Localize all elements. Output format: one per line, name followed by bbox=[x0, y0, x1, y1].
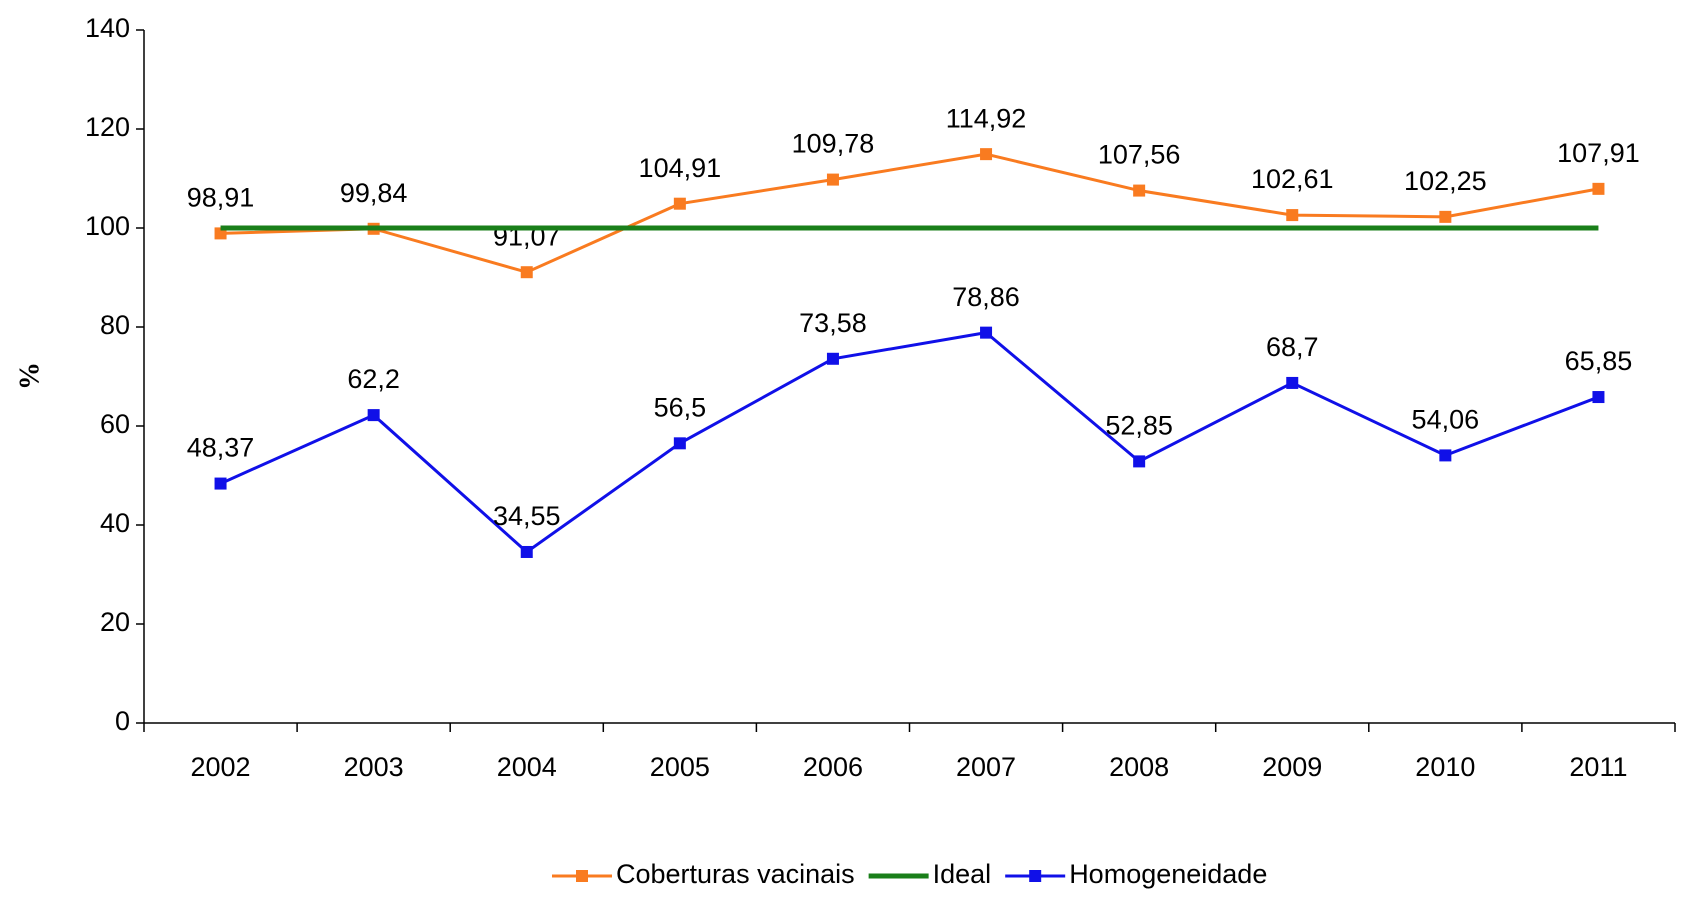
data-label: 62,2 bbox=[347, 364, 400, 394]
data-label: 52,85 bbox=[1105, 411, 1173, 441]
data-label: 78,86 bbox=[952, 282, 1020, 312]
point-marker bbox=[826, 352, 839, 365]
point-marker bbox=[1592, 391, 1605, 404]
y-tick-label: 20 bbox=[100, 607, 130, 637]
x-tick-label: 2011 bbox=[1569, 752, 1627, 782]
point-marker bbox=[1286, 209, 1299, 222]
point-marker bbox=[1439, 210, 1452, 223]
point-marker bbox=[1133, 455, 1146, 468]
point-marker bbox=[980, 326, 993, 339]
legend-label: Coberturas vacinais bbox=[616, 859, 855, 889]
legend-marker bbox=[1029, 870, 1042, 882]
series-line bbox=[220, 152, 1599, 274]
data-label: 98,91 bbox=[187, 183, 255, 213]
point-marker bbox=[673, 197, 686, 210]
data-label: 68,7 bbox=[1266, 332, 1319, 362]
data-label: 56,5 bbox=[654, 392, 707, 422]
y-tick-label: 60 bbox=[100, 409, 130, 439]
data-label: 109,78 bbox=[792, 129, 875, 159]
data-label: 107,56 bbox=[1098, 140, 1181, 170]
point-marker bbox=[673, 437, 686, 450]
data-label: 54,06 bbox=[1412, 405, 1480, 435]
data-label: 65,85 bbox=[1565, 346, 1633, 376]
y-tick-label: 140 bbox=[85, 13, 130, 43]
point-marker bbox=[1286, 376, 1299, 389]
data-label: 102,61 bbox=[1251, 164, 1334, 194]
data-label: 34,55 bbox=[493, 501, 561, 531]
y-tick-label: 40 bbox=[100, 508, 130, 538]
data-label: 107,91 bbox=[1557, 138, 1640, 168]
point-marker bbox=[1439, 449, 1452, 462]
data-label: 114,92 bbox=[946, 103, 1027, 133]
point-marker bbox=[520, 266, 533, 279]
point-marker bbox=[1592, 182, 1605, 195]
data-label: 104,91 bbox=[639, 153, 722, 183]
x-tick-label: 2005 bbox=[650, 752, 710, 782]
legend-label: Homogeneidade bbox=[1069, 859, 1267, 889]
data-label: 102,25 bbox=[1404, 166, 1487, 196]
x-tick-label: 2007 bbox=[956, 752, 1016, 782]
x-tick-label: 2008 bbox=[1109, 752, 1169, 782]
point-marker bbox=[214, 477, 227, 490]
point-marker bbox=[980, 148, 993, 161]
x-tick-label: 2002 bbox=[191, 752, 251, 782]
legend-marker bbox=[576, 870, 588, 882]
x-tick-label: 2003 bbox=[344, 752, 404, 782]
point-marker bbox=[367, 409, 380, 422]
x-tick-label: 2009 bbox=[1262, 752, 1322, 782]
y-tick-label: 80 bbox=[100, 310, 130, 340]
x-tick-label: 2006 bbox=[803, 752, 863, 782]
point-marker bbox=[826, 173, 839, 186]
data-label: 48,37 bbox=[187, 433, 255, 463]
point-marker bbox=[520, 545, 533, 558]
x-tick-label: 2004 bbox=[497, 752, 557, 782]
y-tick-label: 100 bbox=[85, 211, 130, 241]
x-tick-label: 2010 bbox=[1415, 752, 1475, 782]
y-axis-label: % bbox=[14, 362, 45, 390]
data-label: 73,58 bbox=[799, 308, 867, 338]
y-tick-label: 0 bbox=[115, 706, 130, 736]
point-marker bbox=[1133, 184, 1146, 197]
series-line bbox=[219, 331, 1599, 554]
data-label: 99,84 bbox=[340, 178, 408, 208]
y-tick-label: 120 bbox=[85, 112, 130, 142]
legend-label: Ideal bbox=[933, 859, 992, 889]
